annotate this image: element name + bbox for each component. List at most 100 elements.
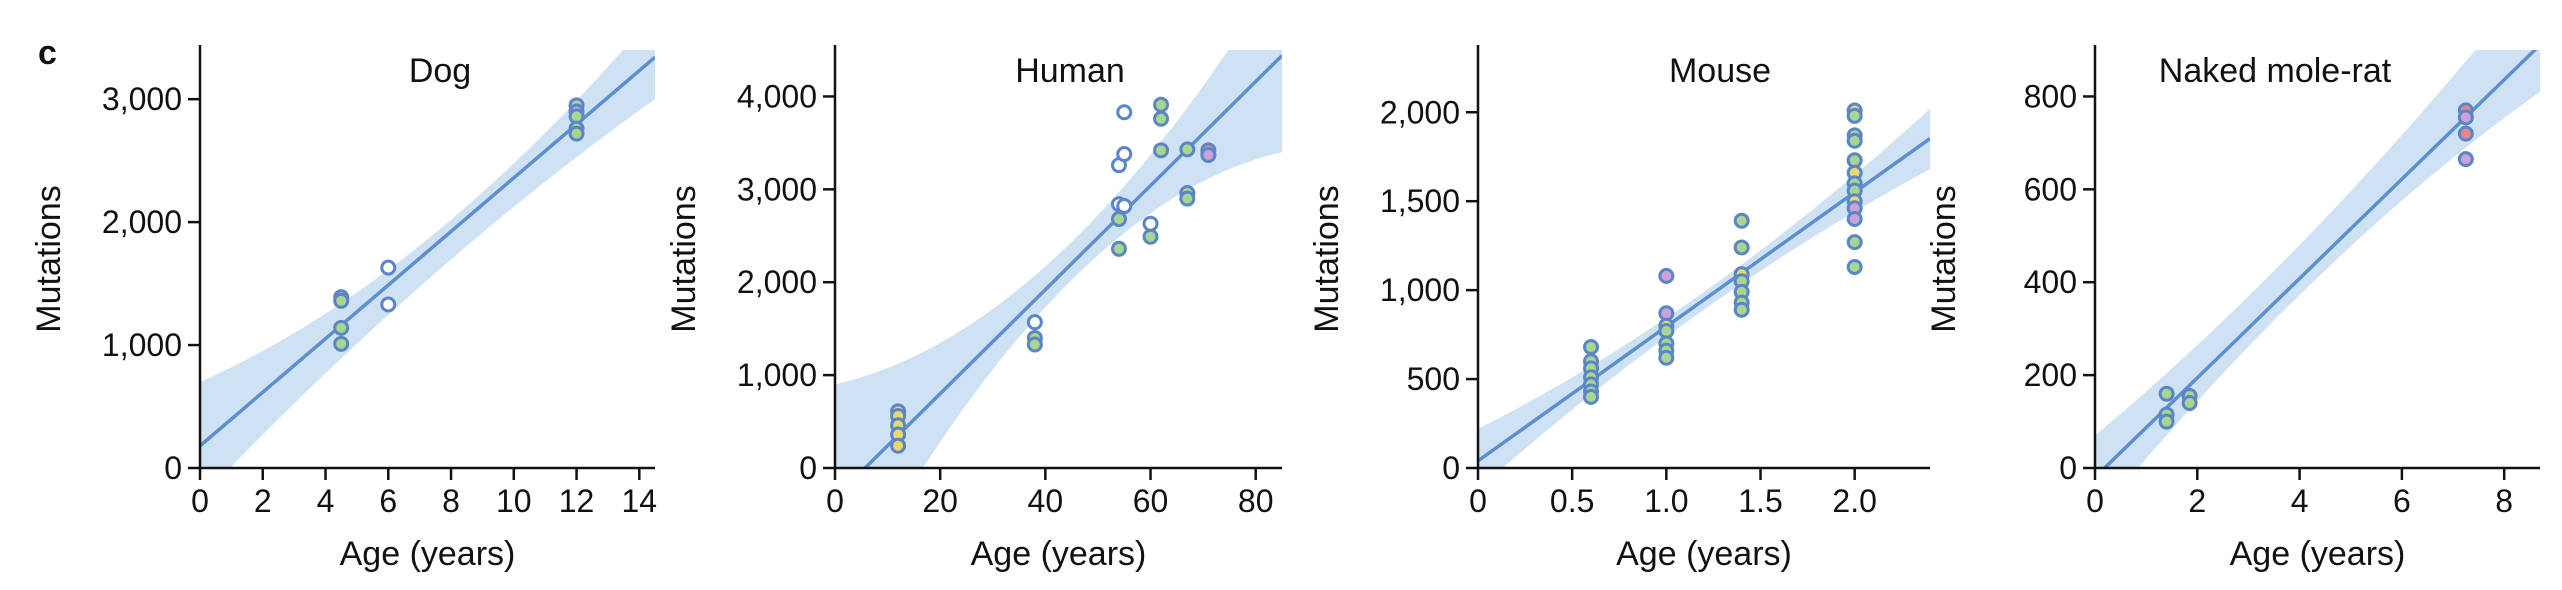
data-point: [1658, 267, 1675, 284]
x-tick-label: 14: [622, 483, 658, 519]
y-axis-label: Mutations: [1925, 185, 1963, 332]
y-axis-label: Mutations: [665, 185, 703, 332]
data-point: [333, 319, 350, 336]
y-axis-label: Mutations: [1308, 185, 1346, 332]
data-point: [1200, 146, 1217, 163]
data-point: [1733, 301, 1750, 318]
data-point: [1846, 234, 1863, 251]
y-tick-label: 4,000: [737, 78, 817, 114]
data-point: [568, 125, 585, 142]
data-point: [1116, 104, 1133, 121]
data-point: [333, 292, 350, 309]
y-tick-label: 600: [2024, 171, 2077, 207]
data-point: [1153, 142, 1170, 159]
data-point: [1733, 239, 1750, 256]
y-tick-label: 400: [2024, 264, 2077, 300]
data-point: [380, 259, 397, 276]
chart-title: Mouse: [1669, 52, 1771, 90]
data-point: [1153, 96, 1170, 113]
x-tick-label: 10: [496, 483, 532, 519]
x-tick-label: 12: [559, 483, 595, 519]
y-tick-label: 2,000: [737, 264, 817, 300]
data-point: [2457, 151, 2474, 168]
data-point: [1733, 212, 1750, 229]
x-tick-label: 6: [379, 483, 397, 519]
y-tick-label: 2,000: [102, 204, 182, 240]
chart-panel-4: 0 2 4 6 8 0 200 400 600 800 Naked mole-rat Age (yea…: [1925, 45, 2540, 573]
x-tick-label: 1.0: [1644, 483, 1688, 519]
data-point: [1846, 210, 1863, 227]
data-point: [1846, 107, 1863, 124]
x-tick-label: 2.0: [1832, 483, 1876, 519]
data-point: [1153, 110, 1170, 127]
data-point: [1110, 211, 1127, 228]
chart-panel-1: 0 2 4 6 8 10 12 14 0 1,000 2,000 3,000 Dog Age (years…: [30, 45, 658, 573]
chart-panel-2: 0 20 40 60 80 0 1,000 2,000 3,000 4,000 Human Age (…: [665, 45, 1282, 573]
y-tick-label: 500: [1407, 361, 1460, 397]
y-tick-label: 3,000: [102, 81, 182, 117]
x-tick-label: 2: [2188, 483, 2206, 519]
data-point: [1110, 240, 1127, 257]
chart-title: Dog: [409, 52, 471, 90]
data-point: [2158, 413, 2175, 430]
data-point: [380, 296, 397, 313]
x-tick-label: 80: [1238, 483, 1274, 519]
y-axis-label: Mutations: [30, 185, 68, 332]
x-axis-label: Age (years): [2230, 535, 2406, 573]
y-tick-label: 0: [1442, 450, 1460, 486]
data-point: [1142, 215, 1159, 232]
x-tick-label: 2: [254, 483, 272, 519]
y-tick-label: 1,000: [102, 327, 182, 363]
y-tick-label: 800: [2024, 78, 2077, 114]
y-tick-label: 0: [2059, 450, 2077, 486]
data-point: [333, 335, 350, 352]
x-tick-label: 40: [1028, 483, 1064, 519]
regression-line: [200, 55, 655, 448]
chart-title: Naked mole-rat: [2159, 52, 2392, 90]
x-axis-label: Age (years): [1616, 535, 1792, 573]
x-tick-label: 0: [2086, 483, 2104, 519]
data-point: [1179, 141, 1196, 158]
chart-title: Human: [1015, 52, 1125, 90]
data-point: [2181, 394, 2198, 411]
data-point: [1116, 198, 1133, 215]
x-axis-label: Age (years): [971, 535, 1147, 573]
y-tick-label: 3,000: [737, 171, 817, 207]
data-point: [1846, 259, 1863, 276]
regression-line: [862, 54, 1282, 468]
y-tick-label: 1,000: [737, 357, 817, 393]
x-tick-label: 6: [2393, 483, 2411, 519]
chart-panel-3: 0 0.5 1.0 1.5 2.0 0 500 1,000 1,500 2,000 Mouse Age…: [1308, 45, 1930, 573]
x-tick-label: 0.5: [1550, 483, 1594, 519]
x-axis-label: Age (years): [340, 535, 516, 573]
x-tick-label: 1.5: [1738, 483, 1782, 519]
x-tick-label: 20: [922, 483, 958, 519]
confidence-band: [835, 50, 1282, 468]
regression-line: [1478, 137, 1930, 463]
panel-letter: c: [38, 34, 57, 72]
y-tick-label: 1,000: [1380, 272, 1460, 308]
x-tick-label: 0: [1469, 483, 1487, 519]
y-tick-label: 0: [164, 450, 182, 486]
data-point: [1026, 314, 1043, 331]
x-tick-label: 8: [442, 483, 460, 519]
data-point: [1142, 228, 1159, 245]
data-point: [1658, 349, 1675, 366]
data-point: [2158, 385, 2175, 402]
x-tick-label: 0: [826, 483, 844, 519]
y-tick-label: 2,000: [1380, 94, 1460, 130]
y-tick-label: 0: [799, 450, 817, 486]
data-point: [2457, 125, 2474, 142]
data-point: [1846, 132, 1863, 149]
data-point: [890, 437, 907, 454]
data-point: [1179, 190, 1196, 207]
panels-container: 0 2 4 6 8 10 12 14 0 1,000 2,000 3,000 Dog Age (years…: [30, 45, 2540, 573]
x-tick-label: 4: [317, 483, 335, 519]
y-tick-label: 1,500: [1380, 183, 1460, 219]
x-tick-label: 4: [2291, 483, 2309, 519]
data-point: [2457, 109, 2474, 126]
x-tick-label: 60: [1133, 483, 1169, 519]
y-tick-label: 200: [2024, 357, 2077, 393]
data-point: [1583, 339, 1599, 356]
